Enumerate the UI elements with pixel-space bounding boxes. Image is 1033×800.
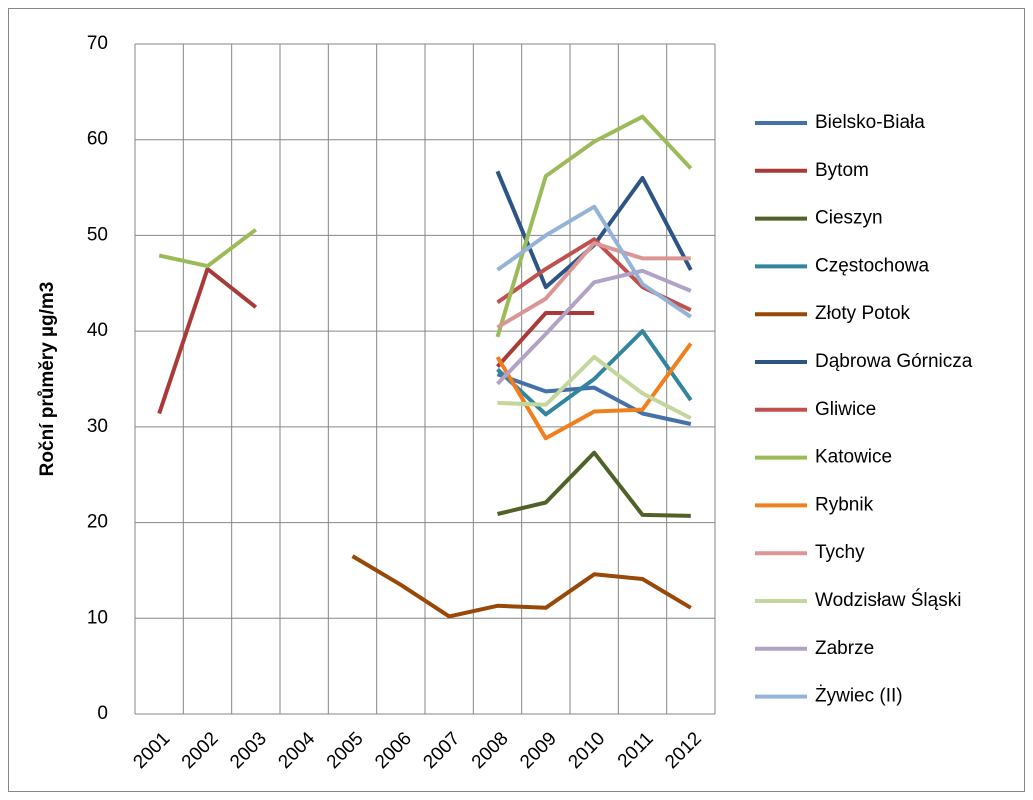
legend-label: Katowice bbox=[815, 447, 892, 468]
legend-label: Gliwice bbox=[815, 399, 876, 420]
legend-label: Złoty Potok bbox=[815, 303, 911, 324]
y-tick-label: 30 bbox=[87, 416, 108, 437]
y-tick-label: 70 bbox=[87, 33, 108, 54]
series-line bbox=[496, 204, 692, 319]
legend-label: Bytom bbox=[815, 160, 869, 181]
series-line bbox=[495, 342, 693, 441]
series-line bbox=[496, 241, 691, 330]
y-tick-label: 60 bbox=[87, 129, 108, 150]
y-tick-label: 40 bbox=[87, 320, 108, 341]
legend-label: Bielsko-Biała bbox=[815, 112, 925, 133]
series-line bbox=[497, 355, 692, 420]
y-axis-label: Roční průměry µg/m3 bbox=[37, 282, 58, 477]
y-tick-label: 10 bbox=[87, 607, 108, 628]
series-line bbox=[496, 268, 692, 386]
series-line bbox=[351, 554, 692, 619]
series-line bbox=[496, 372, 692, 426]
legend-label: Wodzisław Śląski bbox=[815, 589, 961, 611]
y-tick-label: 0 bbox=[97, 703, 108, 724]
series-line bbox=[157, 266, 595, 415]
legend-label: Cieszyn bbox=[815, 208, 883, 229]
legend-label: Tychy bbox=[815, 542, 865, 563]
legend-label: Żywiec (II) bbox=[815, 686, 903, 707]
series-line bbox=[497, 450, 691, 518]
legend-label: Dąbrowa Górnicza bbox=[815, 351, 973, 372]
y-tick-label: 50 bbox=[87, 224, 108, 245]
legend-label: Rybnik bbox=[815, 494, 874, 515]
legend-label: Częstochowa bbox=[815, 255, 929, 276]
series-line bbox=[158, 114, 693, 338]
chart-frame bbox=[8, 8, 1025, 792]
series-line bbox=[496, 329, 693, 417]
legend-label: Zabrze bbox=[815, 638, 874, 659]
y-tick-label: 20 bbox=[87, 512, 108, 533]
